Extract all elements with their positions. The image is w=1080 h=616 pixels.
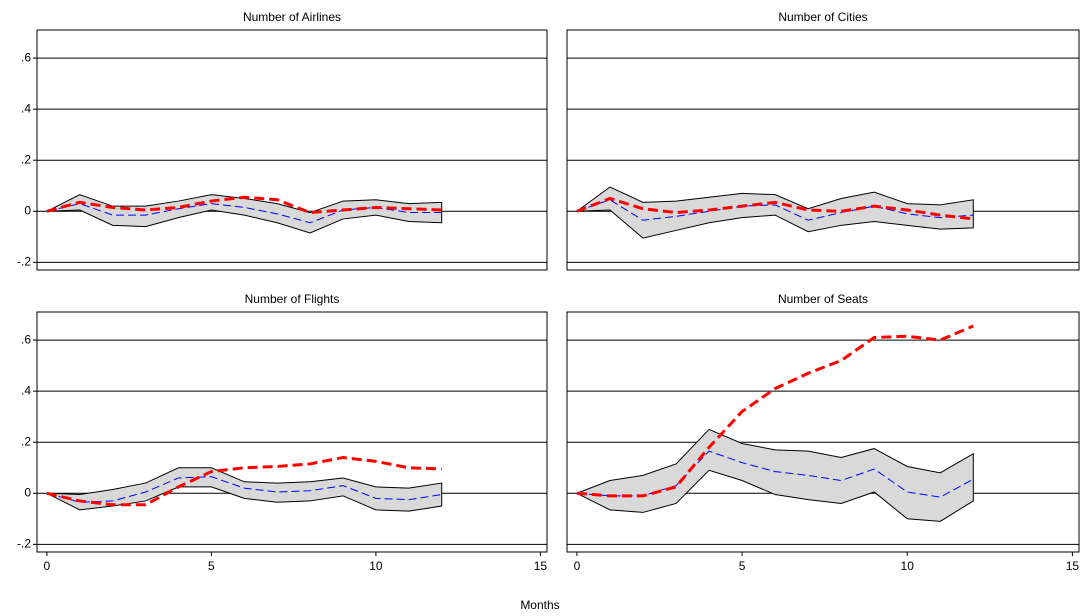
main-line <box>576 196 974 221</box>
x-tick-label: 10 <box>369 559 383 573</box>
plot-frame <box>36 311 548 553</box>
plot-frame <box>566 311 1080 553</box>
x-axis-label: Months <box>520 598 559 612</box>
estimate-line <box>46 476 442 503</box>
panel-title: Number of Cities <box>778 10 867 24</box>
x-tick-label: 5 <box>739 559 746 573</box>
y-tick-label: .6 <box>21 50 31 64</box>
panel-title: Number of Seats <box>778 292 868 306</box>
y-tick-label: .4 <box>21 101 31 115</box>
x-tick-label: 10 <box>901 559 915 573</box>
x-tick-label: 5 <box>208 559 215 573</box>
confidence-band <box>575 428 974 522</box>
y-tick-label: 0 <box>24 485 31 499</box>
panel-title: Number of Airlines <box>243 10 341 24</box>
y-tick-label: -.2 <box>17 255 31 269</box>
y-tick-label: .6 <box>21 332 31 346</box>
confidence-band <box>46 467 443 512</box>
x-tick-label: 15 <box>1066 559 1080 573</box>
estimate-line <box>576 199 974 221</box>
main-line <box>576 324 974 498</box>
confidence-band <box>575 186 974 239</box>
confidence-band <box>46 194 443 234</box>
y-tick-label: 0 <box>24 203 31 217</box>
main-line <box>46 456 442 507</box>
x-tick-label: 0 <box>44 559 51 573</box>
plot-frame <box>36 29 548 271</box>
y-tick-label: .4 <box>21 383 31 397</box>
y-tick-label: -.2 <box>17 537 31 551</box>
y-tick-label: .2 <box>21 152 31 166</box>
x-tick-label: 0 <box>574 559 581 573</box>
x-tick-label: 15 <box>534 559 548 573</box>
panel-title: Number of Flights <box>245 292 340 306</box>
main-line <box>46 195 442 215</box>
y-tick-label: .2 <box>21 434 31 448</box>
